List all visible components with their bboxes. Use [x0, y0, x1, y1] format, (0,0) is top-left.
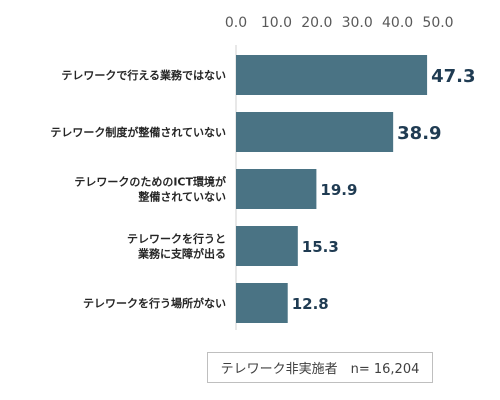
x-tick-label: 20.0: [301, 15, 332, 31]
category-label: テレワークで行える業務ではない: [61, 68, 226, 82]
x-tick-label: 30.0: [342, 15, 373, 31]
category-label: テレワークを行うと: [127, 232, 226, 246]
category-label: テレワークを行う場所がない: [83, 296, 226, 310]
bar: [236, 226, 298, 266]
x-tick-label: 10.0: [261, 15, 292, 31]
bar: [236, 169, 317, 209]
category-label: テレワークのためのICT環境が: [74, 175, 226, 189]
data-label: 47.3: [431, 66, 475, 87]
x-tick-label: 0.0: [225, 15, 247, 31]
data-label: 38.9: [397, 123, 441, 144]
x-tick-label: 40.0: [382, 15, 413, 31]
sample-note: テレワーク非実施者 n= 16,204: [207, 352, 433, 383]
bar: [236, 283, 288, 323]
bar: [236, 55, 428, 95]
category-label: テレワーク制度が整備されていない: [50, 125, 226, 139]
data-label: 19.9: [320, 181, 357, 199]
category-label: 業務に支障が出る: [137, 247, 226, 261]
x-tick-label: 50.0: [422, 15, 453, 31]
category-label: 整備されていない: [137, 190, 226, 204]
bar: [236, 112, 394, 152]
data-label: 15.3: [302, 238, 339, 256]
data-label: 12.8: [292, 295, 329, 313]
